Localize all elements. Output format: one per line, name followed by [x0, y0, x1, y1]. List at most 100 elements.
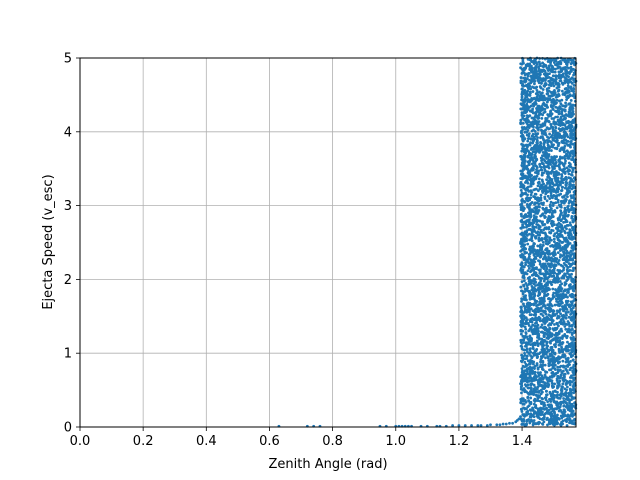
data-point [528, 78, 531, 82]
data-point [542, 347, 546, 351]
data-point [543, 373, 547, 377]
data-point [538, 187, 542, 191]
data-point [565, 139, 568, 143]
data-point [571, 149, 574, 153]
data-point [530, 360, 534, 364]
data-point [534, 64, 538, 68]
data-point [526, 149, 530, 153]
data-point [528, 156, 531, 159]
data-point [528, 304, 532, 308]
data-point [531, 85, 534, 89]
data-point [554, 359, 558, 362]
data-point [520, 408, 523, 411]
data-point [564, 383, 568, 386]
data-point [555, 62, 559, 65]
data-point [567, 287, 570, 291]
data-point [532, 286, 536, 290]
data-point [529, 215, 532, 219]
data-point [538, 145, 542, 148]
data-point [568, 110, 572, 113]
data-point [551, 196, 554, 200]
data-point [519, 319, 523, 323]
data-point [557, 134, 560, 138]
data-point [552, 337, 556, 340]
data-point [543, 185, 547, 188]
data-point [562, 220, 565, 224]
data-point [540, 130, 544, 134]
data-point [565, 385, 569, 389]
data-point [563, 104, 566, 108]
data-point [556, 413, 559, 417]
data-point [552, 240, 556, 243]
data-point [520, 214, 523, 218]
data-point [528, 232, 531, 236]
data-point [567, 185, 571, 189]
data-point [540, 214, 544, 217]
data-point [549, 399, 552, 403]
data-point [564, 175, 568, 179]
data-point [567, 315, 571, 319]
data-point [554, 105, 558, 109]
data-point [552, 136, 556, 140]
data-point [548, 182, 552, 186]
data-point [548, 310, 552, 313]
data-point [545, 235, 549, 238]
data-point [545, 208, 549, 212]
data-point [567, 348, 571, 352]
data-point [567, 321, 571, 325]
data-point [567, 342, 571, 346]
data-point [523, 214, 527, 218]
data-point [551, 392, 555, 396]
data-point [549, 194, 553, 198]
data-point [547, 64, 551, 68]
data-point [539, 246, 543, 250]
data-point [564, 101, 568, 105]
data-point [519, 62, 523, 66]
data-point [525, 380, 529, 384]
data-point [564, 312, 568, 315]
data-point [573, 346, 577, 350]
data-point [566, 84, 570, 88]
data-point [571, 155, 575, 159]
data-point [544, 133, 548, 137]
data-point [532, 411, 536, 415]
data-point [524, 400, 528, 404]
data-point [556, 118, 560, 122]
data-point [540, 312, 543, 316]
data-point [561, 58, 565, 62]
data-point [538, 225, 542, 229]
data-point [530, 229, 534, 233]
data-point [553, 134, 557, 138]
data-point [558, 205, 562, 208]
data-point [568, 415, 571, 419]
data-point [524, 344, 527, 348]
data-point [522, 413, 526, 416]
data-point [522, 279, 526, 283]
data-point [559, 199, 563, 203]
data-point [527, 256, 531, 260]
data-point [527, 220, 531, 224]
data-point [537, 69, 541, 73]
data-point [522, 274, 526, 278]
data-point [556, 200, 560, 204]
data-point [545, 199, 549, 203]
data-point [519, 118, 523, 122]
data-point [566, 381, 570, 385]
data-point [572, 246, 576, 250]
data-point [557, 406, 561, 410]
data-point [541, 240, 545, 244]
data-point [549, 123, 553, 126]
data-point [532, 383, 536, 387]
data-point [527, 404, 531, 408]
data-point [550, 155, 553, 159]
data-point [548, 327, 552, 331]
data-point [519, 415, 522, 419]
data-point [533, 201, 537, 205]
data-point [527, 172, 531, 176]
data-point [571, 103, 575, 107]
data-point [551, 82, 555, 85]
x-tick-label: 1.0 [385, 434, 406, 449]
data-point [559, 302, 562, 306]
data-point [564, 243, 568, 247]
data-point [565, 220, 569, 223]
